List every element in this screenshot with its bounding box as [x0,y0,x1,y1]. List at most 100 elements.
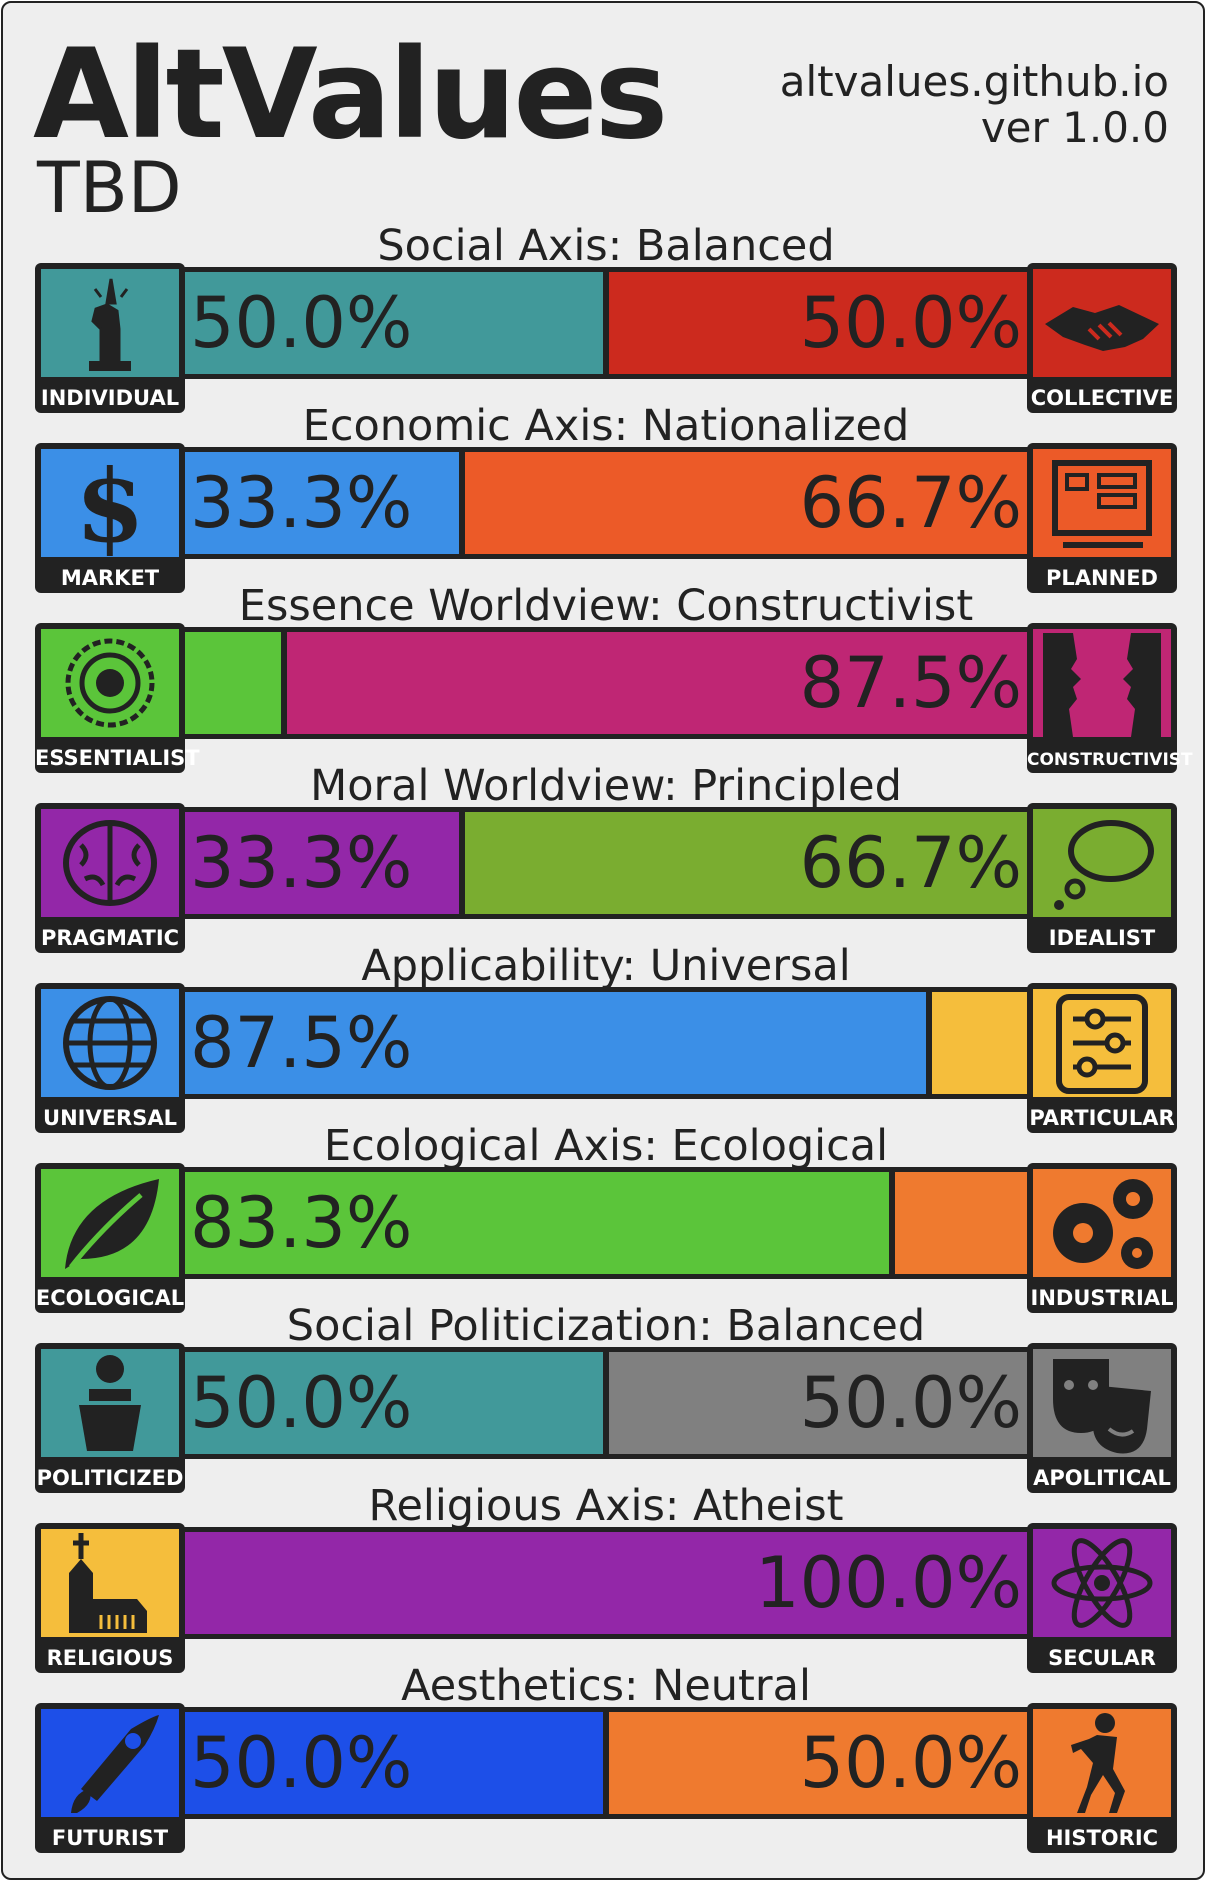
axis-bar: 33.3% 66.7% [171,447,1041,559]
bar-segment-right [609,1352,1036,1454]
bar-segment-right [609,1712,1036,1814]
atom-icon [1033,1529,1171,1637]
pole-badge-left: ECOLOGICAL [35,1163,185,1313]
percent-right: 50.0% [799,1362,1022,1444]
bar-segment-right [176,1532,1036,1634]
axis-row: Moral Worldview: Principled 33.3% 66.7% PRA… [35,761,1177,953]
bar-segment-right [895,1172,1036,1274]
axis-label: Economic Axis: Nationalized [302,401,910,451]
axis-row: Applicability: Universal 87.5% UNIVERSAL PA… [35,941,1177,1133]
bar-segment-left [176,1172,890,1274]
bar-segment-right [465,812,1036,914]
pole-badge-right: PARTICULAR [1027,983,1177,1133]
leaf-icon [41,1169,179,1277]
pole-badge-right: COLLECTIVE [1027,263,1177,413]
pole-name: APOLITICAL [1033,1466,1171,1490]
pole-badge-left: ESSENTIALIST [35,623,200,773]
axis-bar: 87.5% [171,627,1041,739]
axis-label: Moral Worldview: Principled [310,761,902,811]
pole-name: ECOLOGICAL [35,1286,185,1310]
percent-left: 87.5% [190,1002,413,1084]
blueprint-icon [1033,449,1171,557]
percent-left: 83.3% [190,1182,413,1264]
axis-row: Aesthetics: Neutral 50.0% 50.0% FUTURIST HIS… [35,1661,1177,1853]
pole-badge-right: PLANNED [1027,443,1177,593]
pole-name: IDEALIST [1048,926,1156,950]
percent-right: 100.0% [755,1542,1022,1624]
bar-segment-right [931,992,1036,1094]
pole-name: COLLECTIVE [1030,386,1174,410]
statue-of-liberty-icon [41,269,179,377]
rocket-icon [41,1709,179,1817]
percent-left: 50.0% [190,1722,413,1804]
dollar-icon: $ [41,449,179,557]
axis-row: Essence Worldview: Constructivist 87.5% ES… [35,585,1193,773]
axis-row: Economic Axis: Nationalized 33.3% 66.7% $ MA… [35,401,1177,593]
pole-badge-right: HISTORIC [1027,1703,1177,1853]
pole-badge-left: INDIVIDUAL [35,263,185,413]
brain-icon [41,809,179,917]
site-url: altvalues.github.io [779,57,1169,106]
percent-left: 50.0% [190,282,413,364]
svg-text:$: $ [75,449,145,557]
axis-label: Ecological Axis: Ecological [323,1121,889,1171]
pole-badge-left: $ MARKET [35,443,185,593]
axis-label: Aesthetics: Neutral [401,1661,811,1711]
axis-label: Social Axis: Balanced [377,221,835,271]
result-subtitle: TBD [37,147,182,229]
pole-name: RELIGIOUS [46,1646,174,1670]
percent-right: 87.5% [799,642,1022,724]
app-title: AltValues [33,23,668,167]
bar-segment-left [176,632,281,734]
pole-name: PRAGMATIC [40,926,180,950]
axis-bar: 100.0% [171,1527,1041,1639]
pole-badge-right: SECULAR [1027,1523,1177,1673]
axis-row: Ecological Axis: Ecological 83.3% ECOLOGIC… [35,1121,1177,1313]
bar-segment-left [176,452,460,554]
pole-name: UNIVERSAL [43,1106,177,1130]
percent-right: 50.0% [799,1722,1022,1804]
pole-badge-left: RELIGIOUS [35,1523,185,1673]
axis-row: Religious Axis: Atheist 100.0% RELIGIOUS SE… [35,1481,1177,1673]
bar-segment-left [176,992,926,1094]
percent-left: 33.3% [190,822,413,904]
version-label: ver 1.0.0 [980,103,1169,153]
pole-name: HISTORIC [1045,1826,1159,1850]
axis-bar: 87.5% [171,987,1041,1099]
church-icon [41,1529,179,1637]
axis-bar: 50.0% 50.0% [171,1347,1041,1459]
pole-badge-left: FUTURIST [35,1703,185,1853]
axis-row: Social Politicization: Balanced 50.0% 50.0… [35,1305,1177,1493]
percent-left: 50.0% [190,1362,413,1444]
pole-badge-left: POLITICIZED [35,1343,185,1493]
pole-badge-right: INDUSTRIAL [1027,1163,1177,1313]
pole-badge-right: APOLITICAL [1027,1343,1177,1493]
bar-segment-left [176,272,603,374]
pole-badge-right: IDEALIST [1027,803,1177,953]
pole-name: SECULAR [1048,1646,1156,1670]
podium-icon [41,1349,179,1457]
percent-left: 33.3% [190,462,413,544]
axis-bar: 83.3% [171,1167,1041,1279]
sliders-icon [1033,989,1171,1097]
axis-row: Social Axis: Balanced 50.0% 50.0% INDIVIDUA… [35,221,1177,413]
axis-label: Religious Axis: Atheist [368,1481,844,1531]
percent-right: 66.7% [799,462,1022,544]
percent-right: 66.7% [799,822,1022,904]
axis-bar: 50.0% 50.0% [171,1707,1041,1819]
site-info: altvalues.github.io ver 1.0.0 [779,57,1169,153]
percent-right: 50.0% [799,282,1022,364]
pole-name: MARKET [60,566,160,590]
pole-name: ESSENTIALIST [35,746,200,770]
handshake-icon [1033,269,1171,377]
pole-badge-right: CONSTRUCTIVIST [1027,623,1193,773]
pole-name: INDUSTRIAL [1030,1286,1174,1310]
bar-segment-right [609,272,1036,374]
bar-segment-left [176,812,460,914]
pole-name: PLANNED [1046,566,1158,590]
globe-icon [41,989,179,1097]
axis-label: Applicability: Universal [361,941,851,991]
axis-bar: 33.3% 66.7% [171,807,1041,919]
pole-name: PARTICULAR [1029,1106,1175,1130]
